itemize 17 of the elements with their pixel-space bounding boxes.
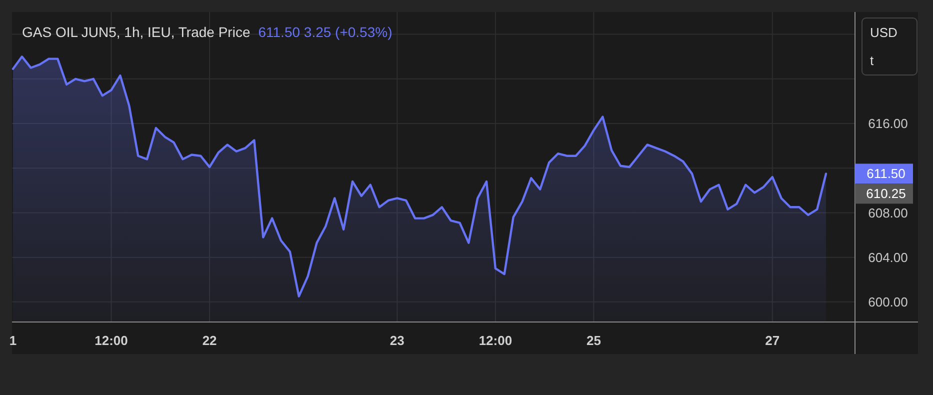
y-tick-label: 616.00: [868, 116, 908, 132]
text: GAS OIL JUN5, 1h, IEU, Trade Price: [22, 24, 250, 40]
x-tick-label: 1: [9, 333, 17, 348]
text: USD: [870, 25, 898, 40]
text: t: [870, 53, 874, 68]
y-tick-label: 600.00: [868, 294, 908, 310]
y-tick-label: 604.00: [868, 250, 908, 265]
x-tick-label: 23: [390, 333, 404, 348]
text: 611.50 3.25 (+0.53%): [258, 24, 392, 40]
x-tick-label: 12:00: [94, 333, 128, 348]
text: 610.25: [866, 186, 906, 202]
y-tick-label: 608.00: [868, 205, 908, 220]
text: 611.50: [866, 166, 906, 182]
x-tick-label: 25: [586, 333, 601, 348]
x-tick-label: 22: [202, 333, 217, 348]
x-tick-label: 27: [765, 333, 780, 348]
x-tick-label: 12:00: [478, 333, 512, 348]
